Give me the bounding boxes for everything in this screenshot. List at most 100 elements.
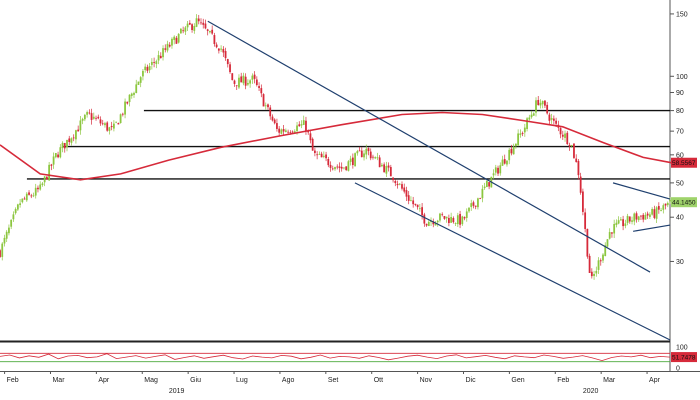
candle-body: [604, 245, 607, 257]
candle-body: [150, 61, 153, 65]
candle-body: [606, 239, 609, 247]
candle-body: [142, 70, 144, 77]
candle-body: [70, 138, 73, 143]
oscillator-tick-label: 100: [676, 345, 688, 352]
candle-body: [432, 221, 435, 225]
candle-body: [253, 74, 256, 79]
candle-body: [220, 48, 222, 50]
candle-body: [590, 271, 593, 277]
candle-body: [392, 177, 394, 181]
candle-body: [436, 220, 439, 223]
candle-body: [474, 205, 477, 207]
candle-body: [164, 48, 167, 50]
candle-body: [30, 195, 33, 197]
x-tick-label: Ago: [282, 377, 295, 384]
candle-body: [383, 164, 386, 173]
candle-body: [5, 231, 8, 239]
candle-body: [532, 113, 535, 116]
y-tick-label: 100: [676, 74, 688, 81]
candle-body: [506, 160, 508, 165]
candle-body: [555, 120, 557, 124]
candle-body: [224, 51, 227, 59]
y-tick-label: 30: [676, 259, 684, 266]
candle-body: [349, 158, 352, 162]
candle-body: [128, 94, 131, 103]
candle-body: [481, 188, 484, 199]
candle-body: [521, 133, 524, 134]
candle-body: [300, 124, 303, 126]
trendline: [633, 224, 671, 232]
candle-body: [637, 216, 640, 221]
candle-body: [34, 187, 37, 196]
candle-body: [414, 203, 417, 205]
candle-body: [492, 173, 495, 176]
candle-body: [68, 138, 71, 142]
candle-body: [83, 114, 86, 120]
candle-body: [523, 127, 526, 133]
oscillator-panel: 100 0 51.7478: [0, 345, 697, 373]
candle-body: [75, 130, 77, 140]
y-tick-label: 150: [676, 11, 688, 18]
candle-body: [41, 183, 44, 185]
candle-body: [66, 139, 68, 148]
candle-body: [188, 22, 191, 25]
candle-body: [537, 99, 540, 106]
candle-body: [597, 260, 600, 270]
candle-body: [267, 104, 269, 108]
candle-body: [374, 157, 377, 159]
x-tick-label: Apr: [98, 377, 110, 384]
candle-body: [86, 112, 88, 115]
candle-body: [126, 101, 129, 104]
candle-body: [264, 105, 267, 107]
candle-body: [608, 232, 611, 239]
candle-body: [50, 164, 53, 166]
candle-body: [117, 122, 120, 125]
candle-body: [450, 217, 453, 223]
candle-body: [336, 166, 339, 168]
candle-body: [162, 48, 164, 58]
candle-body: [209, 30, 211, 33]
candle-body: [396, 183, 399, 186]
candle-body: [599, 260, 602, 262]
candle-body: [213, 35, 216, 45]
candle-body: [204, 23, 207, 29]
x-tick-label: Mar: [52, 377, 65, 384]
candle-body: [405, 190, 408, 197]
candle-body: [255, 79, 258, 86]
candle-body: [655, 207, 658, 219]
candle-body: [14, 209, 17, 214]
candle-body: [483, 186, 486, 189]
candle-body: [515, 143, 517, 147]
x-tick-label: Feb: [557, 377, 569, 384]
candle-body: [535, 100, 537, 113]
candle-body: [280, 129, 283, 134]
x-tick-label: Lug: [236, 377, 248, 384]
candle-body: [97, 116, 100, 119]
x-tick-label: Feb: [7, 377, 19, 384]
candle-body: [104, 123, 106, 126]
candle-body: [394, 180, 397, 184]
x-tick-label: Nov: [420, 377, 433, 384]
candle-body: [622, 219, 624, 227]
candle-body: [3, 237, 6, 244]
candle-body: [10, 219, 13, 227]
candle-body: [113, 123, 115, 129]
candle-body: [59, 147, 62, 158]
candle-body: [615, 222, 618, 225]
candle-body: [479, 198, 482, 200]
candle-body: [651, 209, 654, 215]
candle-body: [445, 216, 448, 219]
candle-body: [184, 27, 187, 32]
candle-body: [95, 117, 97, 119]
candle-body: [81, 118, 84, 121]
candle-body: [133, 92, 135, 95]
candle-body: [584, 212, 587, 229]
x-tick-label: Dic: [465, 377, 476, 384]
candle-body: [121, 113, 124, 115]
oscillator-value-badge-label: 51.7478: [672, 354, 696, 361]
moving-average-line: [0, 111, 672, 181]
x-tick-label: Giu: [190, 377, 201, 384]
candle-body: [575, 158, 578, 162]
candle-body: [360, 150, 363, 158]
candle-body: [416, 204, 419, 208]
